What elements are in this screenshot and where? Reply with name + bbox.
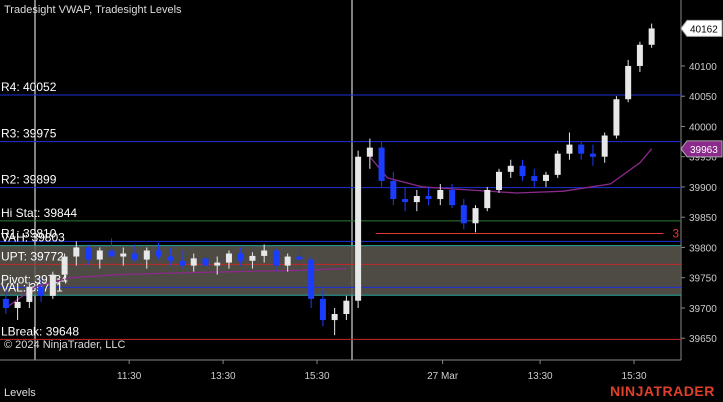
copyright: © 2024 NinjaTrader, LLC [4,339,125,351]
candle-body [507,165,514,172]
candle-body [38,286,45,296]
candle-body [190,258,197,266]
candle-body [460,205,467,224]
candle-body [178,260,185,266]
level-label: Hi Stat: 39844 [1,206,77,220]
x-tick-label: 15:30 [305,371,330,382]
candle-body [261,250,268,256]
vwap-line [369,148,653,194]
x-tick-label: 27 Mar [427,371,459,382]
level-label: UPT: 39772 [1,249,64,263]
level-label: LBreak: 39648 [1,324,79,338]
candle-body [425,196,432,200]
vwap-price-box [680,140,723,158]
candle-body [413,196,420,203]
candle-body [155,250,162,257]
vwap-price-label: 39963 [690,145,718,156]
x-tick-label: 13:30 [211,371,236,382]
candle-body [225,253,232,263]
y-tick-label: 39650 [689,334,717,345]
candle-body [589,153,596,157]
candle-body [519,165,526,177]
x-tick-label: 11:30 [117,371,142,382]
level-label: R1: 39810 [1,226,57,240]
candle-body [613,99,620,136]
candle-body [402,199,409,203]
candle-body [472,208,479,224]
y-tick-label: 40100 [689,62,717,73]
level-label: R3: 39975 [1,127,57,141]
candle-body [108,250,115,257]
candle-body [542,174,549,181]
candle-body [85,247,92,260]
candle-body [601,135,608,157]
candle-body [214,262,221,266]
candle-body [49,274,56,296]
candle-body [284,256,291,266]
candle-body [437,189,444,200]
candle-body [202,258,209,266]
candle-body [26,286,33,302]
chart-title: Tradesight VWAP, Tradesight Levels [4,4,182,16]
level-label: VAH: 39803 [1,231,65,245]
y-tick-label: 40050 [689,92,717,103]
x-tick-label: 15:30 [622,371,647,382]
candle-body [390,180,397,200]
candle-body [132,253,139,260]
candle-body [449,189,456,206]
target-label: 3 [672,227,679,241]
candle-body [61,256,68,275]
candle-body [143,250,150,260]
x-tick-label: 13:30 [528,371,553,382]
y-tick-label: 39750 [689,274,717,285]
footer-tab: Levels [4,387,36,399]
candle-body [484,189,491,209]
candle-body [531,176,538,181]
candle-body [366,147,373,157]
candle-body [648,28,655,45]
last-price-label: 40162 [690,24,718,35]
candle-body [120,253,127,257]
y-tick-label: 40000 [689,122,717,133]
candle-body [343,300,350,315]
level-label: R2: 39899 [1,173,57,187]
candle-body [2,298,9,308]
candle-body [554,153,561,175]
candle-body [319,298,326,321]
candle-body [73,247,80,257]
candle-body [96,250,103,260]
y-tick-label: 39950 [689,153,717,164]
candle-body [249,255,256,261]
candle-body [378,147,385,181]
candle-body [578,144,585,154]
candle-body [272,250,279,266]
candle-body [14,301,21,308]
brand-logo: NINJATRADER [610,383,715,399]
candle-body [167,256,174,261]
y-tick-label: 39700 [689,304,717,315]
candle-body [331,314,338,321]
last-price-box [680,19,723,37]
candle-body [296,256,303,260]
candle-body [625,65,632,100]
candle-body [308,259,315,299]
y-tick-label: 39900 [689,183,717,194]
candle-body [496,171,503,190]
candle-body [237,253,244,261]
candle-body [566,144,573,154]
y-tick-label: 39800 [689,243,717,254]
candle-body [636,44,643,66]
level-label: R4: 40052 [1,80,57,94]
candle-body [355,156,362,301]
y-tick-label: 39850 [689,213,717,224]
